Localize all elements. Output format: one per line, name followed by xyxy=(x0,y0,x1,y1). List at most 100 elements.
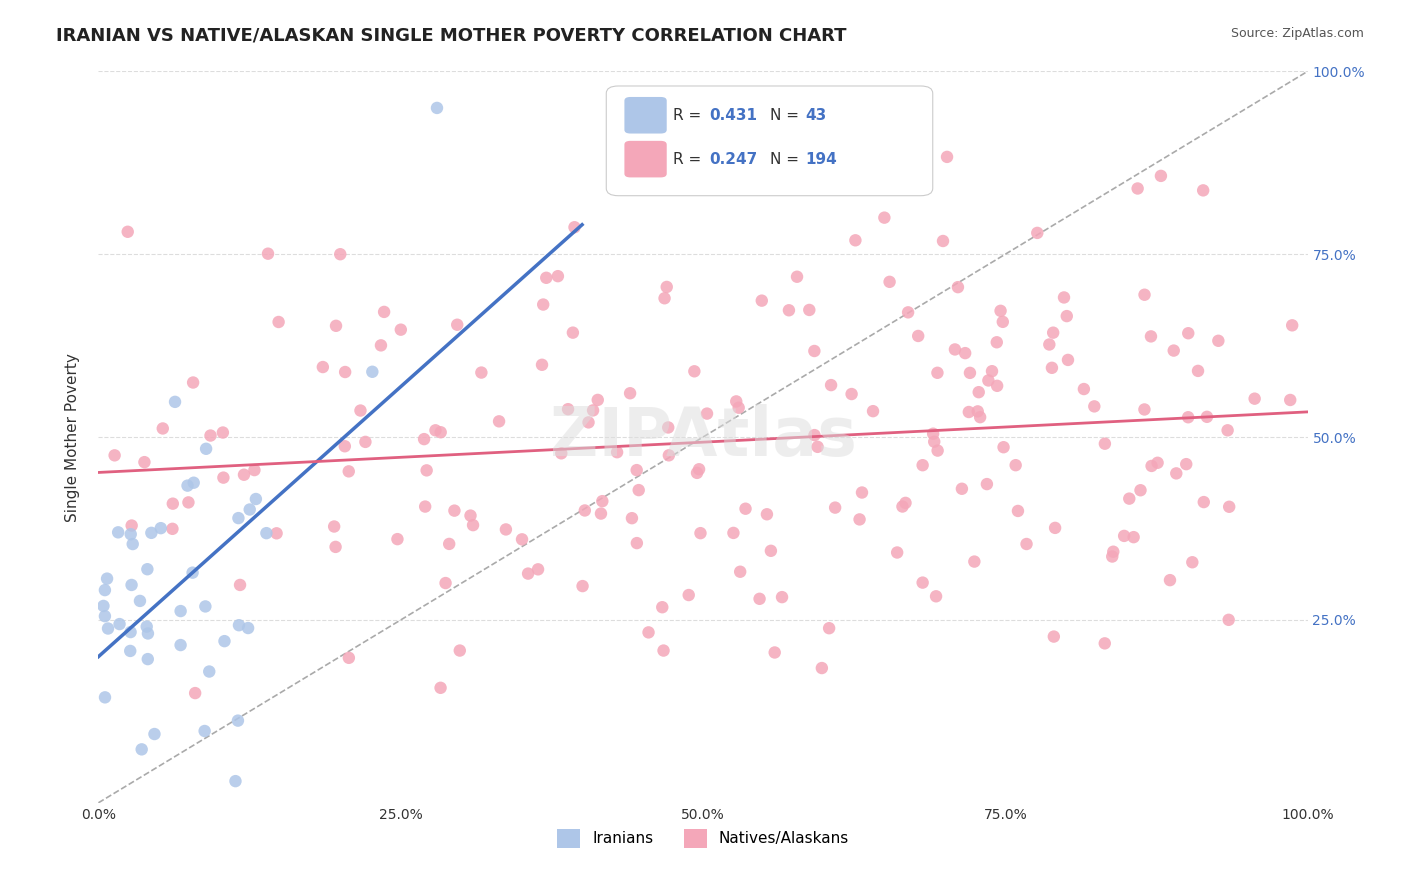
Point xyxy=(1195,409,1218,424)
Point xyxy=(696,407,718,421)
Point xyxy=(354,434,377,449)
Point xyxy=(922,434,945,449)
Point xyxy=(117,225,139,239)
Point xyxy=(120,644,142,658)
Point xyxy=(727,401,749,415)
Point xyxy=(1218,500,1240,514)
Point xyxy=(651,600,673,615)
Point xyxy=(755,508,778,522)
Point xyxy=(194,724,217,739)
Point xyxy=(1040,360,1063,375)
Point xyxy=(820,378,842,392)
Point xyxy=(495,523,517,537)
Point xyxy=(212,470,235,484)
Point xyxy=(254,526,277,541)
Y-axis label: Single Mother Poverty: Single Mother Poverty xyxy=(65,352,80,522)
Point xyxy=(1129,483,1152,498)
Point xyxy=(811,661,834,675)
Point xyxy=(886,545,908,559)
Point xyxy=(1026,226,1049,240)
Point xyxy=(329,247,352,261)
Point xyxy=(337,650,360,665)
Text: R =: R = xyxy=(672,108,706,123)
Point xyxy=(426,101,449,115)
Point xyxy=(844,233,866,247)
Point xyxy=(181,566,204,580)
Point xyxy=(728,565,751,579)
Point xyxy=(943,343,966,357)
Point xyxy=(449,643,471,657)
Point xyxy=(361,365,384,379)
Point xyxy=(936,150,959,164)
Point xyxy=(194,599,217,614)
Point xyxy=(370,338,392,352)
Point xyxy=(387,532,409,546)
Point xyxy=(267,315,290,329)
Point xyxy=(571,579,593,593)
Point xyxy=(226,714,249,728)
Text: 0.247: 0.247 xyxy=(709,152,758,167)
Point xyxy=(1192,183,1215,197)
Point xyxy=(1102,545,1125,559)
Point xyxy=(162,522,184,536)
Text: IRANIAN VS NATIVE/ALASKAN SINGLE MOTHER POVERTY CORRELATION CHART: IRANIAN VS NATIVE/ALASKAN SINGLE MOTHER … xyxy=(56,27,846,45)
Point xyxy=(162,497,184,511)
Point xyxy=(986,335,1008,350)
Point xyxy=(1192,495,1215,509)
Point xyxy=(990,303,1012,318)
Point xyxy=(1073,382,1095,396)
Point xyxy=(198,665,221,679)
Point xyxy=(228,511,250,525)
Point xyxy=(759,544,782,558)
Point xyxy=(688,462,710,476)
Point xyxy=(1083,400,1105,414)
Point xyxy=(169,604,191,618)
Point xyxy=(389,323,412,337)
Point xyxy=(434,576,457,591)
Point xyxy=(1177,326,1199,341)
Point xyxy=(922,426,945,441)
Point xyxy=(927,366,949,380)
Point xyxy=(136,626,159,640)
Point xyxy=(803,428,825,442)
Point xyxy=(894,496,917,510)
Point xyxy=(851,485,873,500)
Point xyxy=(243,463,266,477)
Point xyxy=(107,525,129,540)
Point xyxy=(470,366,492,380)
Point xyxy=(591,494,613,508)
Point xyxy=(120,527,142,541)
Text: 194: 194 xyxy=(806,152,838,167)
Point xyxy=(1004,458,1026,473)
Point xyxy=(200,428,222,442)
Point xyxy=(325,540,347,554)
Point xyxy=(959,366,981,380)
Point xyxy=(1140,329,1163,343)
Point xyxy=(1177,410,1199,425)
Text: Source: ZipAtlas.com: Source: ZipAtlas.com xyxy=(1230,27,1364,40)
Point xyxy=(1043,630,1066,644)
Point xyxy=(686,466,709,480)
Point xyxy=(135,619,157,633)
Point xyxy=(637,625,659,640)
Point xyxy=(932,234,955,248)
Point xyxy=(136,562,159,576)
Point xyxy=(224,774,246,789)
Point xyxy=(1146,456,1168,470)
Point xyxy=(121,578,143,592)
Text: R =: R = xyxy=(672,152,706,167)
Point xyxy=(413,500,436,514)
Point xyxy=(620,511,643,525)
Point xyxy=(658,448,681,462)
Point xyxy=(530,358,553,372)
Point xyxy=(862,404,884,418)
Point xyxy=(963,555,986,569)
Point xyxy=(510,533,533,547)
Point xyxy=(957,405,980,419)
Point xyxy=(214,634,236,648)
Point xyxy=(911,575,934,590)
Point xyxy=(195,442,218,456)
Point xyxy=(437,537,460,551)
Point xyxy=(907,329,929,343)
Point xyxy=(1175,457,1198,471)
